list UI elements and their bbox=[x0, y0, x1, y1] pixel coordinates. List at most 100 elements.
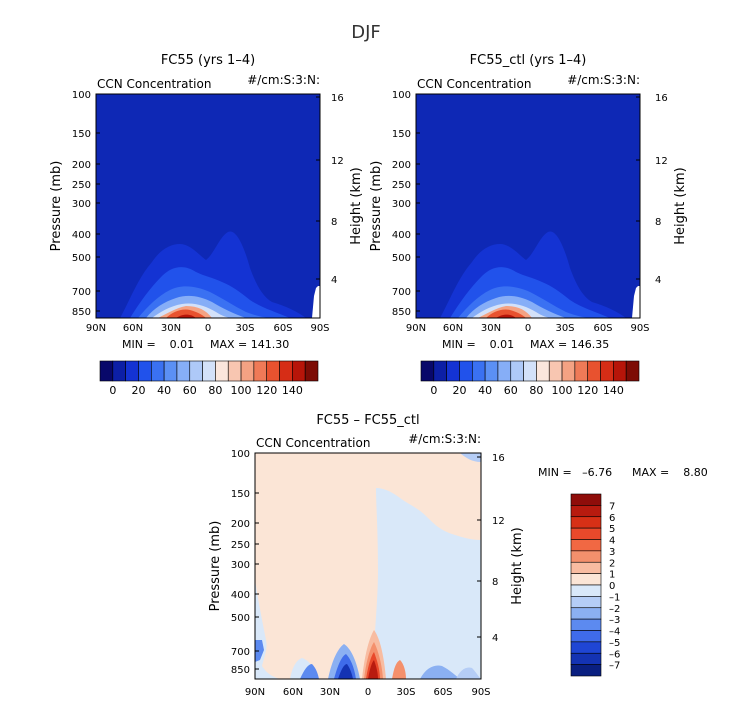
tick-label: 30N bbox=[161, 323, 181, 334]
tick-label: 12 bbox=[331, 156, 344, 167]
tick-label: 60N bbox=[123, 323, 143, 334]
tick-label: 16 bbox=[655, 93, 668, 104]
colorbar-swatch bbox=[112, 360, 126, 382]
contour-field bbox=[96, 94, 320, 318]
colorbar-swatch bbox=[99, 360, 114, 382]
colorbar-swatch bbox=[304, 360, 319, 382]
tick-label: 12 bbox=[655, 156, 668, 167]
pressure-ticks: 100 150 200 250 300 400 500 700 850 bbox=[72, 90, 91, 318]
colorbar-swatch bbox=[548, 360, 563, 382]
panel-units-label: #/cm:S:3:N: bbox=[247, 73, 320, 87]
tick-label: 250 bbox=[72, 180, 91, 191]
tick-label: 500 bbox=[392, 253, 411, 264]
y-axis-label: Pressure (mb) bbox=[369, 161, 384, 252]
panel-units-label: #/cm:S:3:N: bbox=[567, 73, 640, 87]
tick-label: 60S bbox=[433, 687, 452, 698]
tick-label: 300 bbox=[72, 199, 91, 210]
colorbar-swatch bbox=[202, 360, 216, 382]
tick-label: 150 bbox=[392, 129, 411, 140]
tick-label: 30S bbox=[396, 687, 415, 698]
colorbar-swatch bbox=[523, 360, 537, 382]
colorbar-label: –1 bbox=[609, 592, 620, 603]
colorbar-label: 120 bbox=[577, 384, 598, 397]
tick-label: 400 bbox=[231, 590, 250, 601]
pressure-ticks: 100 150 200 250 300 400 500 700 850 bbox=[392, 90, 411, 318]
tick-label: 60N bbox=[443, 323, 463, 334]
colorbar-swatch bbox=[420, 360, 435, 382]
colorbar-label: 80 bbox=[529, 384, 543, 397]
contour-field bbox=[416, 94, 640, 318]
colorbar-swatch bbox=[587, 360, 601, 382]
tick-label: 300 bbox=[231, 560, 250, 571]
colorbar-label: 140 bbox=[603, 384, 624, 397]
tick-label: 500 bbox=[72, 253, 91, 264]
tick-label: 100 bbox=[72, 90, 91, 101]
pressure-ticks: 100 150 200 250 300 400 500 700 850 bbox=[231, 449, 250, 676]
colorbar-swatch bbox=[613, 360, 627, 382]
tick-label: 90S bbox=[630, 323, 649, 334]
colorbar-swatch bbox=[150, 360, 165, 382]
colorbar: 0 20 40 60 80 100 120 140 bbox=[420, 360, 640, 397]
tick-label: 700 bbox=[72, 287, 91, 298]
x-ticks: 90N 60N 30N 0 30S 60S 90S bbox=[406, 323, 650, 334]
colorbar-label: 20 bbox=[452, 384, 466, 397]
max-value: MAX = 146.35 bbox=[530, 338, 609, 351]
colorbar-swatch bbox=[570, 584, 602, 597]
colorbar-swatch bbox=[266, 360, 280, 382]
tick-label: 200 bbox=[231, 519, 250, 530]
colorbar-label: 0 bbox=[430, 384, 437, 397]
colorbar-swatch bbox=[570, 505, 602, 518]
colorbar-label: 4 bbox=[609, 536, 615, 547]
tick-label: 90N bbox=[86, 323, 106, 334]
tick-label: 90N bbox=[245, 687, 265, 698]
tick-label: 0 bbox=[365, 687, 371, 698]
min-value: MIN = –6.76 bbox=[538, 466, 612, 479]
tick-label: 850 bbox=[72, 307, 91, 318]
tick-label: 16 bbox=[331, 93, 344, 104]
colorbar-swatch bbox=[600, 360, 614, 382]
right-axis-label: Height (km) bbox=[349, 167, 364, 244]
colorbar-label: –2 bbox=[609, 604, 620, 615]
tick-label: 250 bbox=[231, 540, 250, 551]
tick-label: 4 bbox=[655, 275, 661, 286]
colorbar-swatch bbox=[459, 360, 473, 382]
tick-label: 700 bbox=[392, 287, 411, 298]
colorbar-swatch bbox=[570, 539, 602, 552]
colorbar-label: –3 bbox=[609, 615, 620, 626]
colorbar-label: 20 bbox=[131, 384, 145, 397]
colorbar-label: 140 bbox=[282, 384, 303, 397]
colorbar-label: 0 bbox=[609, 581, 615, 592]
colorbar-label: 3 bbox=[609, 547, 615, 558]
colorbar-swatch bbox=[570, 561, 602, 574]
colorbar-swatch bbox=[215, 360, 229, 382]
tick-label: 60N bbox=[283, 687, 303, 698]
tick-label: 30S bbox=[235, 323, 254, 334]
colorbar-label: 2 bbox=[609, 558, 615, 569]
plot-frame bbox=[254, 452, 482, 680]
tick-label: 8 bbox=[331, 217, 337, 228]
colorbar-swatch bbox=[570, 516, 602, 529]
panel-title: FC55 – FC55_ctl bbox=[316, 413, 419, 428]
colorbar-swatch bbox=[471, 360, 486, 382]
colorbar-label: 60 bbox=[504, 384, 518, 397]
colorbar-swatch bbox=[279, 360, 293, 382]
colorbar-swatch bbox=[497, 360, 512, 382]
plot-frame bbox=[415, 93, 641, 319]
tick-label: 16 bbox=[492, 453, 505, 464]
colorbar-swatch bbox=[570, 630, 602, 643]
y-axis-label: Pressure (mb) bbox=[49, 161, 64, 252]
tick-label: 300 bbox=[392, 199, 411, 210]
tick-label: 100 bbox=[231, 449, 250, 460]
tick-label: 400 bbox=[72, 230, 91, 241]
tick-label: 4 bbox=[492, 633, 498, 644]
right-axis-label: Height (km) bbox=[510, 527, 525, 604]
colorbar-swatch bbox=[570, 652, 602, 665]
colorbar-swatch bbox=[163, 360, 178, 382]
colorbar-swatch bbox=[625, 360, 640, 382]
tick-label: 200 bbox=[72, 160, 91, 171]
colorbar-swatch bbox=[510, 360, 524, 382]
x-ticks: 90N 60N 30N 0 30S 60S 90S bbox=[245, 687, 491, 698]
colorbar-swatch bbox=[570, 573, 602, 586]
y-axis-label: Pressure (mb) bbox=[208, 521, 223, 612]
